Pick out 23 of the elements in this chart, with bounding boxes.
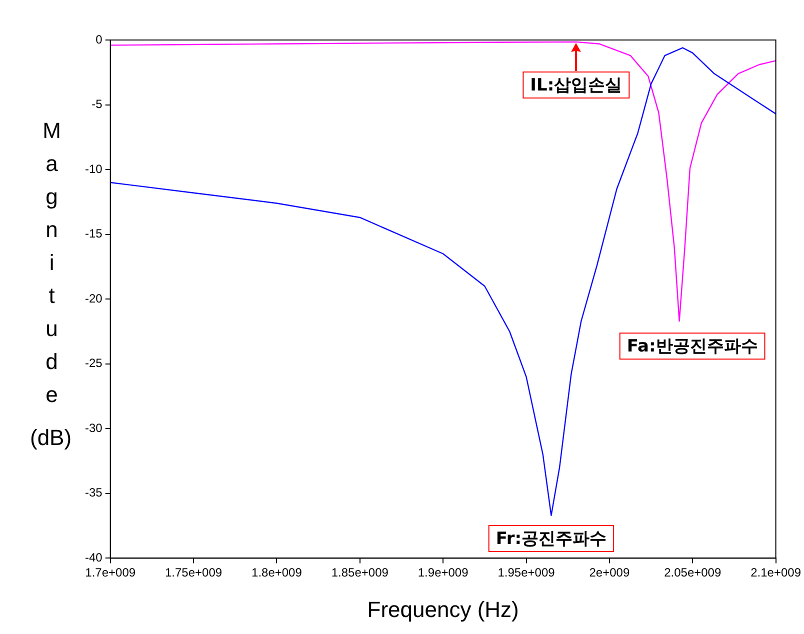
- y-tick-label: -15: [85, 226, 103, 241]
- x-tick-label: 2.05e+009: [664, 566, 722, 580]
- x-tick-label: 2.1e+009: [750, 566, 802, 580]
- y-tick-label: -30: [85, 420, 103, 435]
- y-tick-label: -35: [85, 486, 103, 500]
- y-tick-label: -40: [85, 550, 103, 565]
- annotation: Fr:공진주파수: [496, 528, 607, 549]
- y-tick-label: -20: [85, 291, 103, 306]
- x-tick-label: 1.9e+009: [418, 566, 469, 580]
- y-axis-title: Magnitude (dB): [30, 118, 72, 452]
- x-tick-label: 1.95e+009: [498, 566, 556, 580]
- annotation: IL:삽입손실: [530, 75, 622, 96]
- y-tick-label: -5: [92, 97, 103, 112]
- x-tick-label: 1.8e+009: [252, 566, 302, 580]
- y-tick-label: 0: [96, 32, 103, 46]
- y-tick-label: -25: [85, 356, 103, 370]
- x-tick-label: 1.75e+009: [164, 566, 222, 580]
- x-axis-title: Frequency (Hz): [367, 596, 519, 622]
- annotation: Fa:반공진주파수: [626, 336, 758, 357]
- x-tick-label: 1.7e+009: [85, 566, 136, 580]
- x-tick-label: 2e+009: [589, 566, 630, 580]
- y-tick-label: -10: [85, 162, 103, 176]
- x-tick-label: 1.85e+009: [331, 566, 389, 580]
